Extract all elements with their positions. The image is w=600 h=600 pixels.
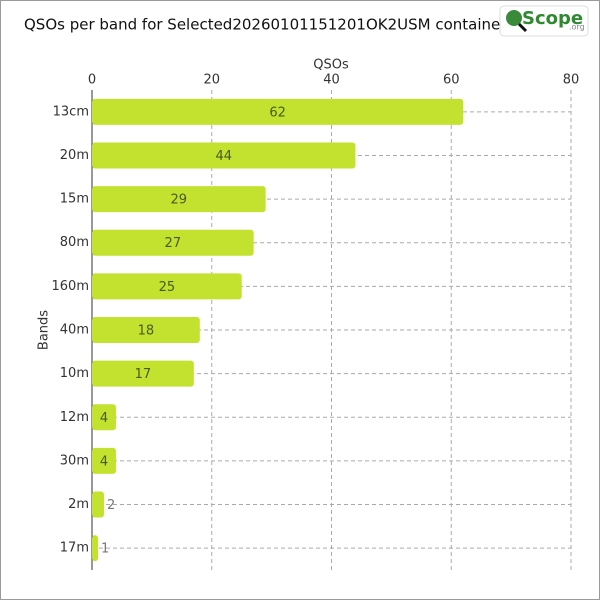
logo-text: Scope <box>522 8 583 29</box>
y-tick-label: 160m <box>52 279 89 294</box>
value-label: 27 <box>165 236 182 251</box>
bar <box>92 317 200 343</box>
bar <box>92 98 464 125</box>
x-tick-label: 80 <box>563 73 580 88</box>
x-tick-label: 20 <box>203 73 220 88</box>
value-label: 17 <box>135 367 152 382</box>
y-tick-label: 17m <box>60 541 89 556</box>
bar <box>92 229 254 256</box>
y-tick-label: 40m <box>60 323 89 338</box>
value-label: 44 <box>215 149 232 164</box>
bar <box>92 404 116 431</box>
y-tick-label: 13cm <box>53 104 89 119</box>
y-tick-label: 30m <box>60 453 89 468</box>
value-label: 25 <box>159 280 176 295</box>
value-label: 18 <box>138 324 155 339</box>
y-tick-label: 2m <box>68 497 89 512</box>
value-label: 4 <box>100 454 108 469</box>
chart-title: QSOs per band for Selected20260101151201… <box>24 16 510 34</box>
bar <box>92 273 242 300</box>
y-axis-label: Bands <box>37 310 52 350</box>
bar <box>92 447 116 474</box>
y-tick-label: 15m <box>60 192 89 207</box>
value-label: 1 <box>101 542 109 557</box>
x-tick-label: 60 <box>443 73 460 88</box>
logo-icon <box>506 10 522 26</box>
x-tick-label: 40 <box>323 73 340 88</box>
y-tick-label: 10m <box>60 366 89 381</box>
y-tick-label: 20m <box>60 148 89 163</box>
bar <box>92 535 98 562</box>
logo-handle <box>517 22 528 33</box>
y-tick-label: 80m <box>60 235 89 250</box>
value-label: 62 <box>269 105 286 120</box>
x-tick-label: 0 <box>88 73 96 88</box>
bar <box>92 186 266 213</box>
logo-suffix: .org <box>569 23 585 32</box>
value-label: 2 <box>107 498 115 513</box>
bar <box>92 360 194 387</box>
value-label: 4 <box>100 411 108 426</box>
x-axis-label: QSOs <box>313 58 349 73</box>
bar <box>92 491 104 518</box>
value-label: 29 <box>171 193 188 208</box>
bar <box>92 142 356 169</box>
logo: Scope .org <box>499 5 589 37</box>
y-tick-label: 12m <box>60 410 89 425</box>
